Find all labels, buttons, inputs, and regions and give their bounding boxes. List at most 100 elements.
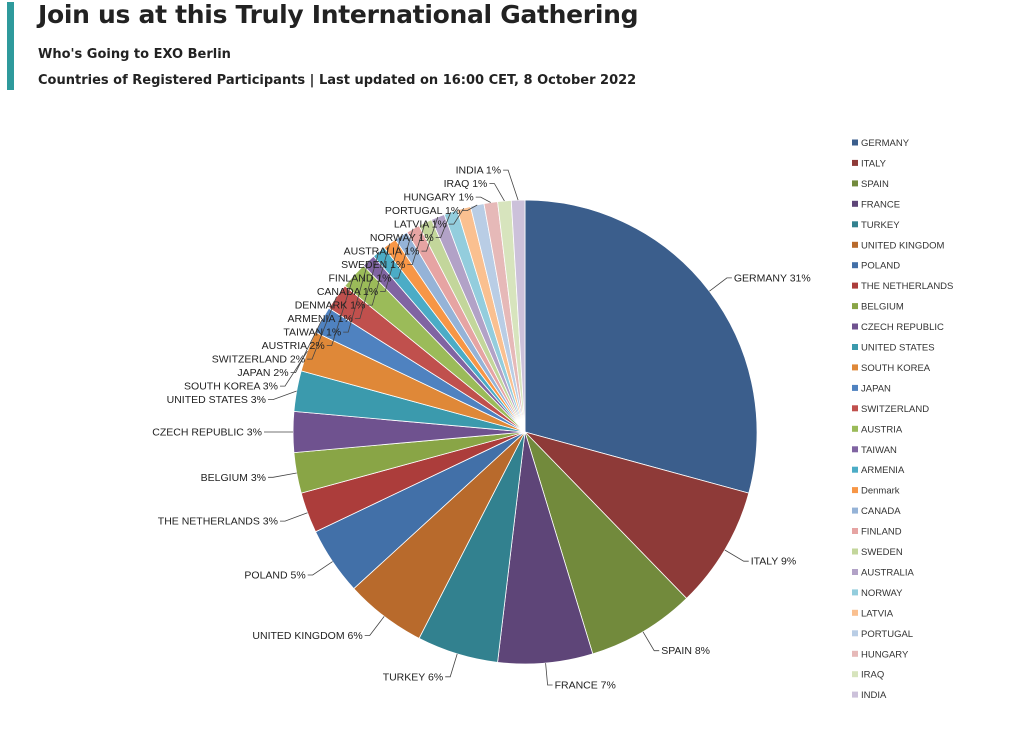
data-label-taiwan: TAIWAN 1% xyxy=(283,327,341,339)
data-label-south-korea: SOUTH KOREA 3% xyxy=(184,381,278,393)
leader-line-switzerland xyxy=(307,296,337,360)
legend-swatch-india xyxy=(852,691,858,698)
legend-label-finland: FINLAND xyxy=(861,527,902,538)
leader-line-finland xyxy=(393,228,414,279)
legend-label-norway: NORWAY xyxy=(861,588,903,599)
leader-line-spain xyxy=(642,631,660,652)
legend-label-iraq: IRAQ xyxy=(861,670,884,681)
legend-swatch-turkey xyxy=(852,221,858,228)
data-label-armenia: ARMENIA 1% xyxy=(288,313,353,325)
pie-slice-germany xyxy=(524,199,758,494)
legend-label-italy: ITALY xyxy=(861,158,887,169)
leader-line-taiwan xyxy=(343,260,369,333)
legend-swatch-latvia xyxy=(852,609,858,616)
legend-swatch-france xyxy=(852,200,858,207)
leader-line-poland xyxy=(307,561,333,576)
leader-line-united-kingdom xyxy=(364,616,385,636)
legend-swatch-australia xyxy=(852,569,858,575)
legend-swatch-poland xyxy=(852,262,858,269)
legend-label-turkey: TURKEY xyxy=(861,220,900,231)
legend-label-poland: POLAND xyxy=(861,261,900,272)
data-label-the-netherlands: THE NETHERLANDS 3% xyxy=(158,516,278,528)
leader-line-sweden xyxy=(407,222,426,266)
data-label-denmark: DENMARK 1% xyxy=(295,300,366,312)
legend-label-france: FRANCE xyxy=(861,199,900,210)
leader-line-germany xyxy=(709,277,732,292)
legend-label-south-korea: SOUTH KOREA xyxy=(861,363,931,374)
leader-line-united-states xyxy=(268,390,297,401)
legend-label-germany: GERMANY xyxy=(861,138,910,149)
legend-label-belgium: BELGIUM xyxy=(861,302,904,313)
legend-label-australia: AUSTRALIA xyxy=(861,568,914,579)
data-label-czech-republic: CZECH REPUBLIC 3% xyxy=(152,427,262,439)
legend-label-portugal: PORTUGAL xyxy=(861,629,913,640)
legend-label-czech-republic: CZECH REPUBLIC xyxy=(861,322,944,333)
data-label-japan: JAPAN 2% xyxy=(237,367,288,379)
leader-line-armenia xyxy=(354,251,380,320)
legend-label-latvia: LATVIA xyxy=(861,608,894,619)
data-label-france: FRANCE 7% xyxy=(555,680,616,692)
legend-swatch-denmark xyxy=(852,487,858,494)
legend-swatch-the-netherlands xyxy=(852,282,858,289)
leader-line-japan xyxy=(290,319,323,374)
legend-swatch-spain xyxy=(852,180,858,187)
legend-label-canada: CANADA xyxy=(861,506,901,517)
legend-swatch-iraq xyxy=(852,671,858,678)
data-label-united-kingdom: UNITED KINGDOM 6% xyxy=(252,630,362,642)
leader-line-norway xyxy=(435,212,452,239)
legend-swatch-taiwan xyxy=(852,446,858,453)
legend: GERMANY ITALY SPAIN FRANCE TURKEY UNITED KING… xyxy=(852,138,953,701)
leader-line-the-netherlands xyxy=(280,512,308,522)
pie-slice-italy xyxy=(523,431,750,600)
data-label-sweden: SWEDEN 1% xyxy=(341,259,405,271)
data-label-united-states: UNITED STATES 3% xyxy=(167,394,266,406)
leader-line-denmark xyxy=(367,243,391,306)
data-label-poland: POLAND 5% xyxy=(244,570,305,582)
data-labels: GERMANY 31% ITALY 9% SPAIN 8% FRANCE 7% INDI… xyxy=(152,165,810,692)
legend-swatch-czech-republic xyxy=(852,323,858,330)
legend-label-austria: AUSTRIA xyxy=(861,424,903,435)
legend-swatch-italy xyxy=(852,159,858,166)
data-label-italy: ITALY 9% xyxy=(751,556,797,568)
page-title: Join us at this Truly International Gath… xyxy=(38,0,639,29)
legend-swatch-finland xyxy=(852,528,858,534)
legend-label-united-states: UNITED STATES xyxy=(861,343,935,354)
leader-line-canada xyxy=(380,235,402,293)
legend-label-spain: SPAIN xyxy=(861,179,889,190)
data-label-austria: AUSTRIA 2% xyxy=(262,340,325,352)
data-label-latvia: LATVIA 1% xyxy=(394,219,447,231)
legend-label-switzerland: SWITZERLAND xyxy=(861,404,929,415)
data-label-iraq: IRAQ 1% xyxy=(444,178,488,190)
data-label-hungary: HUNGARY 1% xyxy=(403,192,473,204)
data-label-spain: SPAIN 8% xyxy=(661,645,710,657)
pie-slice-spain xyxy=(524,431,688,655)
leader-line-latvia xyxy=(448,207,465,225)
legend-label-denmark: Denmark xyxy=(861,486,900,497)
legend-swatch-united-kingdom xyxy=(852,241,858,248)
data-label-finland: FINLAND 1% xyxy=(328,273,391,285)
legend-label-japan: JAPAN xyxy=(861,383,891,394)
legend-swatch-belgium xyxy=(852,303,858,310)
leader-line-france xyxy=(545,663,553,686)
legend-swatch-germany xyxy=(852,139,858,146)
legend-swatch-austria xyxy=(852,425,858,432)
legend-swatch-united-states xyxy=(852,344,858,350)
leader-line-iraq xyxy=(489,183,505,202)
legend-swatch-canada xyxy=(852,507,858,514)
legend-swatch-south-korea xyxy=(852,364,858,371)
legend-label-united-kingdom: UNITED KINGDOM xyxy=(861,240,944,251)
data-label-norway: NORWAY 1% xyxy=(370,232,434,244)
legend-swatch-japan xyxy=(852,384,858,391)
pie-slice-india xyxy=(510,199,526,433)
data-label-portugal: PORTUGAL 1% xyxy=(385,205,460,217)
leader-line-south-korea xyxy=(280,350,308,387)
legend-swatch-sweden xyxy=(852,548,858,555)
page-subtitle-detail: Countries of Registered Participants | L… xyxy=(38,73,637,88)
data-label-belgium: BELGIUM 3% xyxy=(201,472,266,484)
data-label-germany: GERMANY 31% xyxy=(734,272,811,284)
leader-line-belgium xyxy=(268,472,297,478)
data-label-turkey: TURKEY 6% xyxy=(383,671,444,683)
legend-swatch-armenia xyxy=(852,466,858,473)
legend-label-sweden: SWEDEN xyxy=(861,547,903,558)
